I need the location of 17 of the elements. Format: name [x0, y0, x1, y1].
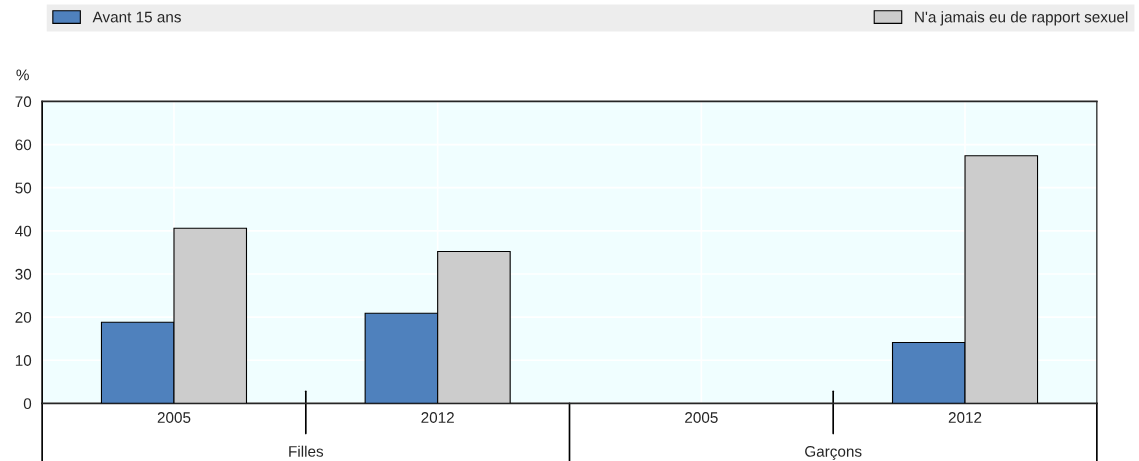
- y-tick-label: 30: [15, 268, 32, 280]
- x-tick-label: 2012: [421, 412, 454, 423]
- legend-label: N'a jamais eu de rapport sexuel: [915, 11, 1128, 26]
- text: Garçons: [805, 445, 862, 460]
- y-tick-label: 60: [15, 139, 32, 151]
- y-tick-label: 50: [15, 182, 32, 194]
- y-tick-label: 0: [23, 398, 32, 410]
- y-axis-title: %: [16, 69, 29, 81]
- x-tick-label: 2005: [157, 412, 191, 423]
- y-tick-label: 20: [15, 311, 32, 323]
- y-tick-label: 70: [15, 96, 32, 108]
- text: Filles: [289, 445, 324, 457]
- x-tick-label: 2012: [948, 412, 982, 423]
- legend-label: Avant 15 ans: [92, 11, 181, 23]
- y-tick-label: 10: [15, 355, 32, 366]
- y-tick-label: 40: [15, 225, 32, 237]
- x-tick-label: 2005: [685, 412, 718, 423]
